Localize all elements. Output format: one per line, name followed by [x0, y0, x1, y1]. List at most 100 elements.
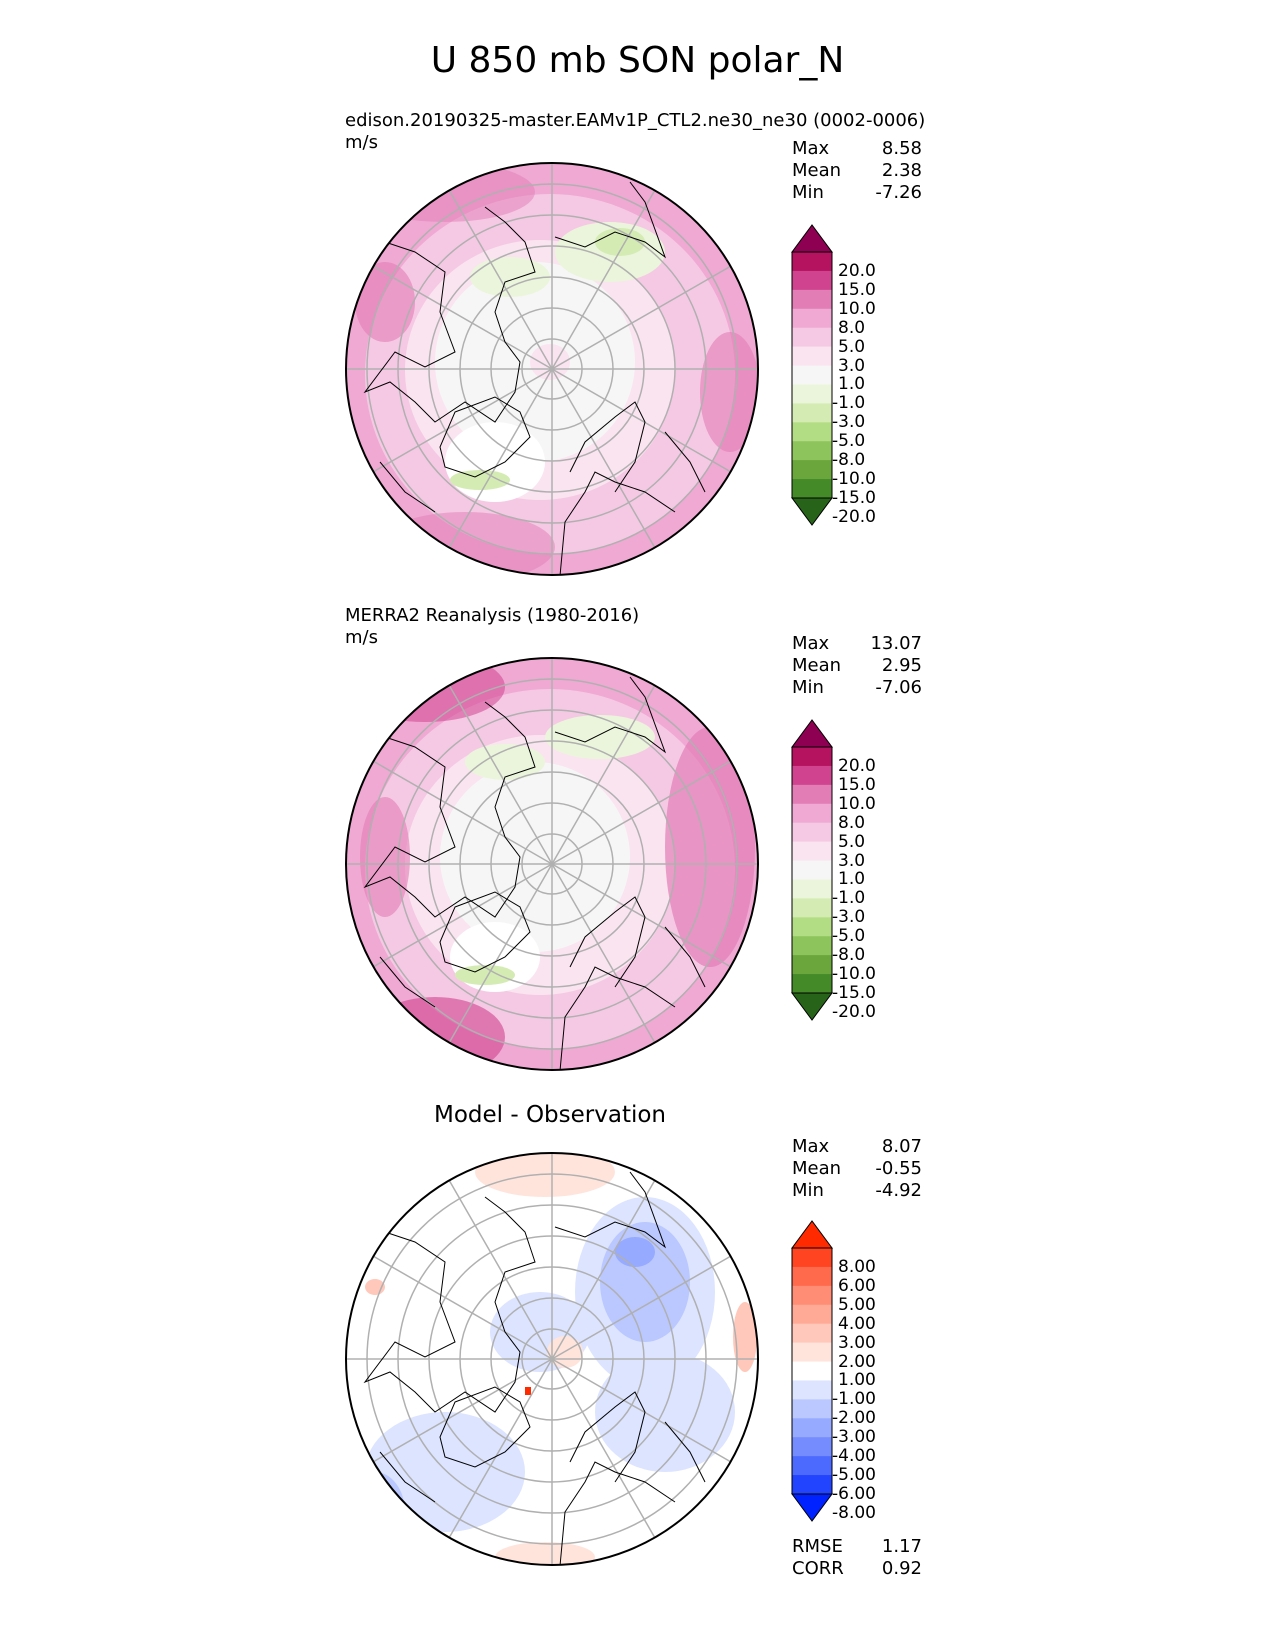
colorbar-tick-label: -20.0 — [832, 506, 876, 527]
colorbar — [791, 719, 833, 1021]
panel-title: MERRA2 Reanalysis (1980-2016) — [345, 605, 640, 626]
polar-map-reference — [345, 657, 759, 1071]
colorbar-tick-label: -3.00 — [832, 1427, 876, 1448]
colorbar-segment — [792, 955, 832, 975]
colorbar-tick-label: -15.0 — [832, 488, 876, 508]
mean-label: Mean — [792, 1158, 842, 1179]
colorbar-segment — [792, 765, 832, 786]
colorbar-tick-label: -8.00 — [832, 1502, 876, 1523]
colorbar-segment — [792, 1323, 832, 1344]
min-label: Min — [792, 1180, 824, 1201]
max-label: Max — [792, 138, 830, 159]
colorbar-segment — [792, 1399, 832, 1419]
colorbar-tick-label: -6.00 — [832, 1484, 876, 1504]
stats-box: Max 13.07 Mean 2.95 Min -7.06 — [792, 633, 922, 699]
panel-title: Model - Observation — [433, 1102, 667, 1128]
colorbar-tick-label: -5.0 — [832, 926, 866, 947]
mean-value: -0.55 — [875, 1158, 922, 1179]
rmse-value: 1.17 — [881, 1536, 922, 1557]
figure-title: U 850 mb SON polar_N — [430, 40, 845, 81]
colorbar-tick-label: 3.0 — [838, 850, 866, 871]
colorbar-tick-label: -1.00 — [832, 1389, 876, 1410]
colorbar-tick-label: 1.00 — [838, 1370, 876, 1391]
colorbar-segment — [792, 1248, 832, 1268]
min-label: Min — [792, 182, 824, 203]
colorbar-tick-label: 5.00 — [838, 1294, 876, 1315]
colorbar-tick-label: -5.0 — [832, 431, 866, 452]
polar-map-difference — [345, 1152, 759, 1566]
colorbar-segment — [792, 1380, 832, 1400]
stats-box: Max 8.58 Mean 2.38 Min -7.26 — [792, 138, 922, 204]
min-value: -7.26 — [875, 182, 922, 203]
colorbar-tick-label: 1.0 — [838, 374, 866, 395]
colorbar-segment — [792, 1418, 832, 1438]
colorbar-segment — [792, 384, 832, 404]
colorbar-extend-bottom — [791, 1493, 833, 1522]
colorbar-segment — [792, 1475, 832, 1495]
colorbar-segment — [792, 270, 832, 291]
colorbar-segment — [792, 784, 832, 805]
colorbar-segment — [792, 252, 832, 272]
colorbar-tick-label: 8.00 — [838, 1256, 876, 1277]
rmse-label: RMSE — [792, 1536, 843, 1557]
max-value: 8.07 — [881, 1136, 922, 1157]
colorbar-tick-label: -1.0 — [832, 393, 866, 414]
colorbar-segment — [792, 403, 832, 423]
colorbar-tick-label: 20.0 — [838, 755, 876, 776]
colorbar-tick-label: -10.0 — [832, 469, 876, 490]
colorbar-extend-top — [791, 1220, 833, 1249]
panel-difference: Model - Observation — [0, 1100, 1275, 1579]
colorbar-tick-label: 8.0 — [838, 317, 866, 338]
colorbar-tick-label: 2.00 — [838, 1351, 876, 1372]
colorbar-tick-label: -2.00 — [832, 1408, 876, 1429]
colorbar-extend-top — [791, 224, 833, 253]
colorbar-tick-label: 15.0 — [838, 279, 876, 300]
corr-value: 0.92 — [881, 1558, 922, 1579]
max-label: Max — [792, 1136, 830, 1157]
mean-label: Mean — [792, 655, 842, 676]
panel-title: edison.20190325-master.EAMv1P_CTL2.ne30_… — [345, 110, 926, 131]
panel-reference: MERRA2 Reanalysis (1980-2016) m/s — [0, 605, 1275, 1075]
colorbar-tick-label: 15.0 — [838, 774, 876, 795]
max-value: 8.58 — [881, 138, 922, 159]
colorbar — [791, 224, 833, 526]
colorbar-tick-label: -15.0 — [832, 983, 876, 1003]
colorbar-segment — [792, 1456, 832, 1476]
colorbar-segment — [792, 1304, 832, 1325]
colorbar-segment — [792, 365, 832, 385]
colorbar-segment — [792, 936, 832, 956]
max-label: Max — [792, 633, 830, 654]
colorbar-tick-label: 5.0 — [838, 831, 866, 852]
colorbar-outline — [791, 1247, 833, 1495]
colorbar-extend-bottom — [791, 992, 833, 1021]
colorbar-segment — [792, 308, 832, 329]
min-value: -4.92 — [875, 1180, 922, 1201]
colorbar-tick-label: -20.0 — [832, 1001, 876, 1022]
colorbar-tick-label: -10.0 — [832, 964, 876, 985]
polar-map-test — [345, 162, 759, 576]
colorbar-tick-label: -1.0 — [832, 888, 866, 909]
colorbar-outline — [791, 251, 833, 499]
colorbar-segment — [792, 1266, 832, 1287]
colorbar-segment — [792, 460, 832, 480]
colorbar-extend-top — [791, 719, 833, 748]
colorbar-tick-label: -4.00 — [832, 1446, 876, 1467]
colorbar-segment — [792, 1342, 832, 1363]
colorbar-tick-label: -5.00 — [832, 1465, 876, 1486]
colorbar-segment — [792, 479, 832, 499]
colorbar-segment — [792, 327, 832, 348]
corr-label: CORR — [792, 1558, 844, 1579]
colorbar-segment — [792, 1285, 832, 1306]
colorbar-outline — [791, 746, 833, 994]
colorbar-segment — [792, 879, 832, 899]
panel-units: m/s — [345, 132, 378, 153]
colorbar-segment — [792, 747, 832, 767]
colorbar-tick-label: 3.0 — [838, 355, 866, 376]
colorbar-segment — [792, 917, 832, 937]
mean-label: Mean — [792, 160, 842, 181]
colorbar-tick-label: 10.0 — [838, 793, 876, 814]
colorbar-tick-label: 8.0 — [838, 812, 866, 833]
colorbar-tick-label: -8.0 — [832, 945, 866, 966]
min-value: -7.06 — [875, 677, 922, 698]
mean-value: 2.38 — [881, 160, 922, 181]
